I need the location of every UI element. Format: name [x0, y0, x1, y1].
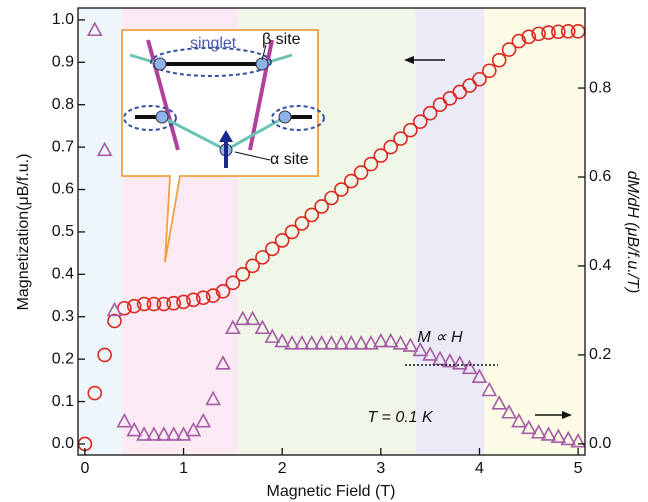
site: [156, 111, 168, 123]
y-tick-label: 1.0: [52, 11, 74, 28]
y-tick-label: 0.5: [52, 223, 74, 240]
y2-tick-label: 0.4: [589, 257, 611, 274]
y-tick-label: 0.3: [52, 308, 74, 325]
y-axis-label: Magnetization(μB/f.u.): [15, 154, 32, 311]
x-tick-label: 2: [278, 460, 287, 477]
x-axis-label: Magnetic Field (T): [267, 483, 396, 500]
site: [279, 111, 291, 123]
y-tick-label: 0.2: [52, 350, 74, 367]
y-tick-label: 0.8: [52, 96, 74, 113]
y-tick-label: 0.1: [52, 393, 74, 410]
y-tick-label: 0.7: [52, 138, 74, 155]
y-tick-label: 0.4: [52, 266, 74, 283]
y2-tick-label: 0.0: [589, 435, 611, 452]
inset-label: singlet: [190, 35, 237, 52]
x-tick-label: 4: [475, 460, 484, 477]
band: [484, 8, 585, 455]
inset-label: α site: [270, 151, 309, 168]
chart: singlet β site α site T = 0.1 K M ∝ H Ma…: [0, 0, 648, 502]
y-tick-label: 0.0: [52, 435, 74, 452]
x-tick-label: 0: [80, 460, 89, 477]
y-tick-label: 0.6: [52, 181, 74, 198]
y2-tick-label: 0.2: [589, 346, 611, 363]
annotation: M ∝ H: [417, 329, 463, 346]
y2-tick-label: 0.8: [589, 79, 611, 96]
y-tick-label: 0.9: [52, 54, 74, 71]
y2-axis-label: dM/dH (μB/f.u./T): [624, 171, 641, 294]
x-tick-label: 3: [376, 460, 385, 477]
x-tick-label: 5: [574, 460, 583, 477]
annotation: T = 0.1 K: [367, 409, 434, 426]
inset-label: β site: [262, 31, 301, 48]
x-tick-label: 1: [179, 460, 188, 477]
site: [154, 58, 166, 70]
y2-tick-label: 0.6: [589, 168, 611, 185]
